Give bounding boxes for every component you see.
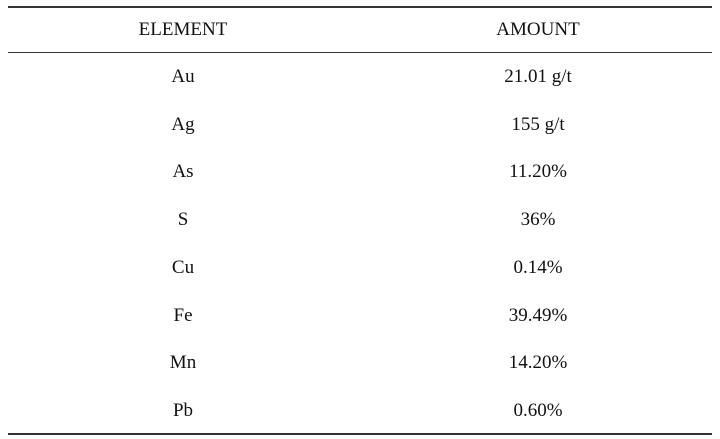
- amount-cell: 155 g/t: [511, 113, 565, 135]
- header-cell: ELEMENT: [138, 19, 228, 40]
- amount-cell: 0.60%: [513, 399, 563, 421]
- top-rule: [8, 6, 712, 8]
- element-cell: Ag: [171, 113, 195, 135]
- amount-cell: 0.14%: [513, 256, 563, 278]
- amount-cell: 36%: [520, 209, 556, 231]
- header-cell: AMOUNT: [496, 19, 580, 40]
- amount-cell: 39.49%: [508, 304, 568, 326]
- header-rule: [8, 52, 712, 53]
- element-cell: Pb: [172, 399, 194, 421]
- element-cell: S: [177, 209, 189, 231]
- element-cell: Mn: [169, 352, 197, 374]
- element-cell: Au: [171, 66, 195, 87]
- amount-cell: 14.20%: [508, 352, 568, 374]
- bottom-rule: [8, 433, 712, 435]
- amount-cell: 11.20%: [509, 161, 567, 183]
- element-cell: Cu: [171, 256, 195, 278]
- amount-cell: 21.01 g/t: [504, 66, 572, 87]
- element-cell: As: [172, 161, 194, 183]
- element-cell: Fe: [173, 304, 193, 326]
